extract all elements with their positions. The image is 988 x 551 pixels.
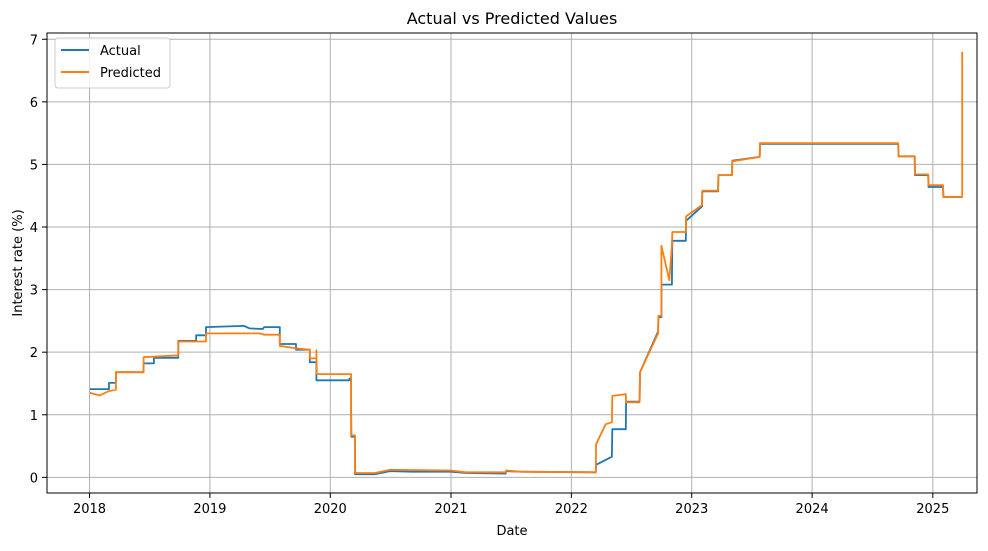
x-tick-label: 2018 — [73, 502, 106, 517]
y-tick-label: 7 — [30, 33, 38, 48]
x-tick-label: 2025 — [916, 502, 949, 517]
x-ticks: 2018 2019 2020 2021 2022 2023 2024 2025 — [73, 493, 949, 517]
x-axis-label: Date — [496, 524, 527, 539]
x-tick-label: 2022 — [555, 502, 588, 517]
y-ticks: 0 1 2 3 4 5 6 7 — [30, 33, 47, 486]
y-tick-label: 3 — [30, 284, 38, 299]
series-lines — [89, 51, 964, 476]
plot-frame — [46, 32, 978, 494]
x-tick-label: 2024 — [796, 502, 829, 517]
y-tick-label: 1 — [30, 409, 38, 424]
y-tick-label: 2 — [30, 346, 38, 361]
x-tick-label: 2023 — [675, 502, 708, 517]
legend-actual-label: Actual — [100, 44, 141, 59]
grid — [47, 33, 977, 493]
legend-predicted-label: Predicted — [100, 66, 161, 81]
y-tick-label: 6 — [30, 96, 38, 111]
legend: Actual Predicted — [54, 37, 171, 89]
x-tick-label: 2020 — [314, 502, 347, 517]
series-line-actual — [89, 142, 963, 476]
chart-title: Actual vs Predicted Values — [407, 9, 618, 28]
series-line-predicted — [89, 51, 964, 474]
y-axis-label: Interest rate (%) — [11, 209, 26, 316]
y-tick-label: 4 — [30, 221, 38, 236]
x-tick-label: 2021 — [434, 502, 467, 517]
y-tick-label: 5 — [30, 158, 38, 173]
x-tick-label: 2019 — [193, 502, 226, 517]
y-tick-label: 0 — [30, 471, 38, 486]
